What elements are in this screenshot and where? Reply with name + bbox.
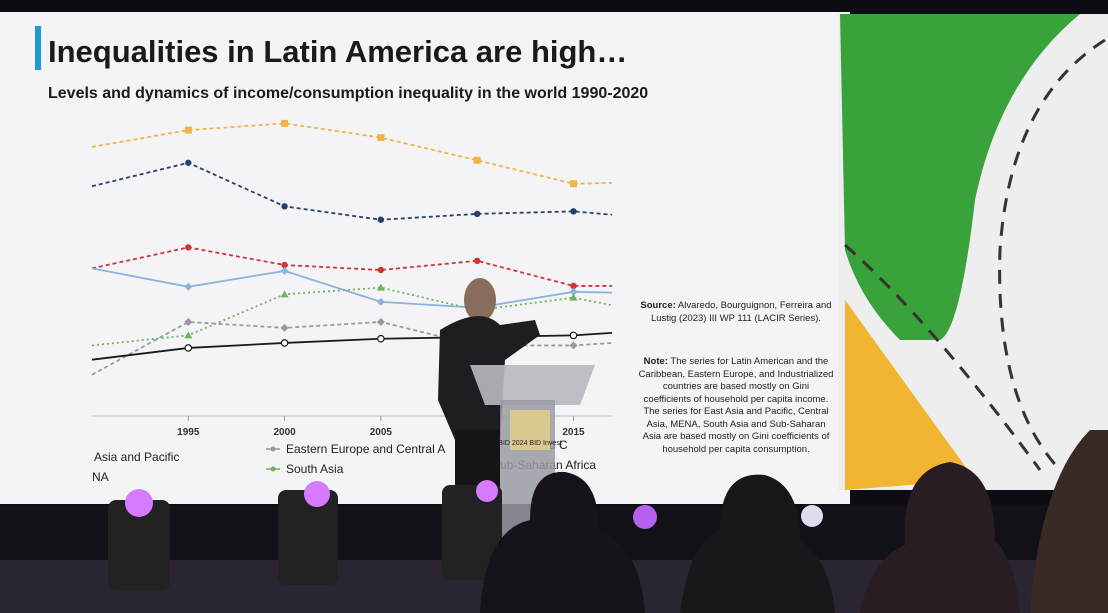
- marker: [569, 180, 577, 188]
- podium-sign: [510, 410, 550, 450]
- source-text: Alvaredo, Bourguignon, Ferreira and Lust…: [650, 300, 832, 324]
- legend-marker: [270, 466, 276, 472]
- podium-top: [470, 365, 595, 405]
- x-tick-label: 1995: [177, 427, 200, 438]
- marker: [280, 323, 289, 332]
- x-tick-label: 2000: [273, 427, 296, 438]
- x-tick-label: 2005: [370, 427, 393, 438]
- marker: [569, 287, 578, 296]
- audience: [1030, 430, 1108, 613]
- marker: [569, 293, 578, 301]
- marker: [376, 297, 385, 306]
- source-label: Source:: [640, 300, 676, 311]
- yellow-shape: [845, 300, 975, 490]
- marker: [377, 134, 385, 142]
- marker: [377, 334, 385, 343]
- light-glow: [476, 480, 498, 502]
- green-shape: [840, 14, 1080, 340]
- marker: [281, 261, 288, 269]
- marker: [570, 282, 577, 290]
- slide-title: Inequalities in Latin America are high…: [48, 34, 627, 69]
- road-line: [844, 243, 1042, 471]
- audience: [680, 474, 835, 613]
- light-glow: [633, 505, 657, 529]
- marker: [473, 156, 481, 164]
- marker: [281, 203, 288, 210]
- light-glow: [125, 489, 153, 517]
- marker: [280, 266, 289, 275]
- note-label: Note:: [643, 356, 668, 367]
- legend-marker: [270, 446, 276, 452]
- legend-label: NA: [92, 470, 109, 484]
- marker: [569, 331, 578, 340]
- slide-subtitle: Levels and dynamics of income/consumptio…: [48, 85, 648, 102]
- marker: [280, 339, 289, 347]
- marker: [473, 210, 481, 218]
- light: [108, 500, 170, 590]
- note-text: The series for Latin American and the Ca…: [638, 356, 834, 455]
- light: [278, 490, 338, 585]
- legend-label: Asia and Pacific: [94, 450, 179, 464]
- audience: [480, 471, 645, 613]
- marker: [376, 317, 385, 326]
- marker: [184, 317, 193, 326]
- legend-label: South Asia: [286, 462, 344, 476]
- marker: [184, 126, 192, 134]
- note: Note: The series for Latin American and …: [638, 356, 834, 456]
- marker: [377, 216, 385, 223]
- source-note: Source: Alvaredo, Bourguignon, Ferreira …: [636, 300, 836, 325]
- light: [442, 485, 502, 580]
- marker: [185, 159, 192, 166]
- marker: [281, 119, 289, 127]
- podium-sign-text: BID 2024 BID Invest: [498, 440, 561, 447]
- marker: [376, 283, 385, 291]
- legend-label: Eastern Europe and Central A: [286, 442, 445, 456]
- marker: [377, 266, 385, 274]
- road-line: [998, 38, 1106, 472]
- x-tick-label: 2015: [562, 427, 585, 438]
- marker: [280, 290, 289, 298]
- marker: [473, 257, 481, 265]
- light-glow: [801, 505, 823, 527]
- speaker-head: [464, 278, 496, 322]
- marker: [184, 282, 193, 291]
- foreground: BID 2024 BID Invest: [0, 278, 1108, 613]
- marker: [185, 244, 192, 251]
- marker: [184, 344, 193, 352]
- marker: [570, 208, 577, 215]
- marker: [184, 331, 193, 339]
- light-glow: [304, 481, 330, 507]
- title-bar: [35, 26, 41, 70]
- audience: [860, 462, 1020, 613]
- marker: [569, 341, 578, 350]
- stage-lights: [108, 485, 502, 590]
